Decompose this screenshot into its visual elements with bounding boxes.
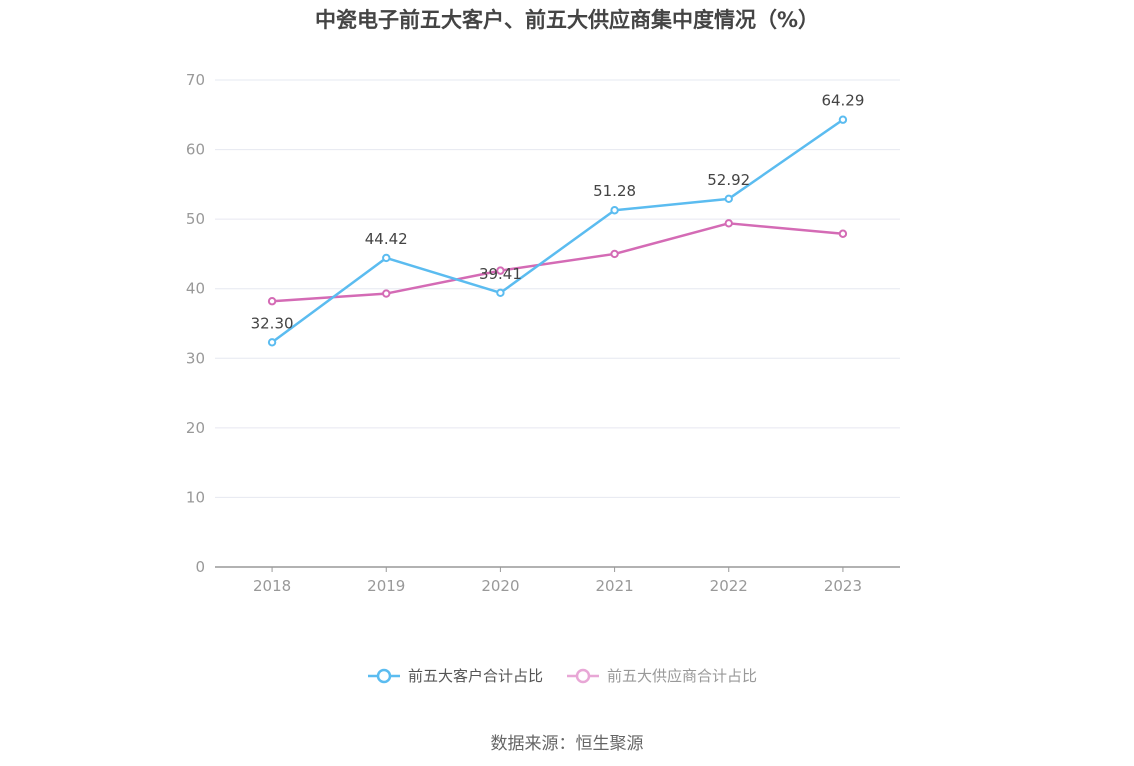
- grid-lines: [215, 79, 900, 498]
- series-group: 32.30 44.42 39.41 51.28 52.92 64.29: [251, 92, 864, 347]
- legend-label: 前五大供应商合计占比: [607, 667, 757, 685]
- y-tick-label: 40: [186, 280, 205, 298]
- x-tick-label: 2018: [253, 577, 291, 595]
- x-tick-label: 2022: [710, 577, 748, 595]
- series-customers: [267, 115, 848, 347]
- data-source: 数据来源：恒生聚源: [490, 734, 644, 754]
- data-point: [610, 249, 619, 259]
- y-tick-label: 0: [195, 558, 205, 576]
- x-axis: 2018 2019 2020 2021 2022 2023: [215, 566, 900, 595]
- legend-item-suppliers: 前五大供应商合计占比: [567, 667, 757, 685]
- data-point: [724, 194, 733, 204]
- data-point: [838, 229, 848, 238]
- legend: 前五大客户合计占比 前五大供应商合计占比: [368, 667, 757, 685]
- data-label: 52.92: [707, 171, 750, 189]
- data-point: [724, 219, 733, 228]
- legend-label: 前五大客户合计占比: [408, 667, 543, 685]
- x-tick-label: 2020: [481, 577, 519, 595]
- x-tick-label: 2019: [367, 577, 405, 595]
- data-label: 39.41: [479, 265, 522, 283]
- y-tick-label: 30: [186, 349, 205, 367]
- data-point: [382, 253, 391, 263]
- y-axis: 0 10 20 30 40 50 60 70: [186, 71, 205, 576]
- legend-item-customers: 前五大客户合计占比: [368, 667, 543, 685]
- legend-marker: [376, 668, 392, 684]
- data-label: 64.29: [821, 92, 864, 110]
- data-label: 32.30: [251, 314, 294, 332]
- data-point: [496, 266, 505, 275]
- data-label: 51.28: [593, 182, 636, 200]
- y-tick-label: 70: [186, 71, 205, 89]
- data-point: [267, 338, 277, 347]
- data-point: [838, 115, 848, 124]
- data-point: [610, 206, 619, 215]
- data-point: [267, 297, 277, 306]
- data-point: [382, 289, 391, 298]
- x-tick-label: 2021: [595, 577, 633, 595]
- data-point: [496, 288, 505, 298]
- chart-title: 中瓷电子前五大客户、前五大供应商集中度情况（%）: [314, 8, 820, 32]
- y-tick-label: 60: [186, 141, 205, 159]
- y-tick-label: 20: [186, 419, 205, 437]
- y-tick-label: 10: [186, 488, 205, 506]
- series-suppliers: [267, 219, 848, 306]
- data-label: 44.42: [365, 230, 408, 248]
- y-tick-label: 50: [186, 210, 205, 228]
- series-line: [271, 222, 844, 303]
- series-line: [271, 118, 844, 344]
- x-tick-label: 2023: [824, 577, 862, 595]
- legend-marker: [575, 668, 591, 684]
